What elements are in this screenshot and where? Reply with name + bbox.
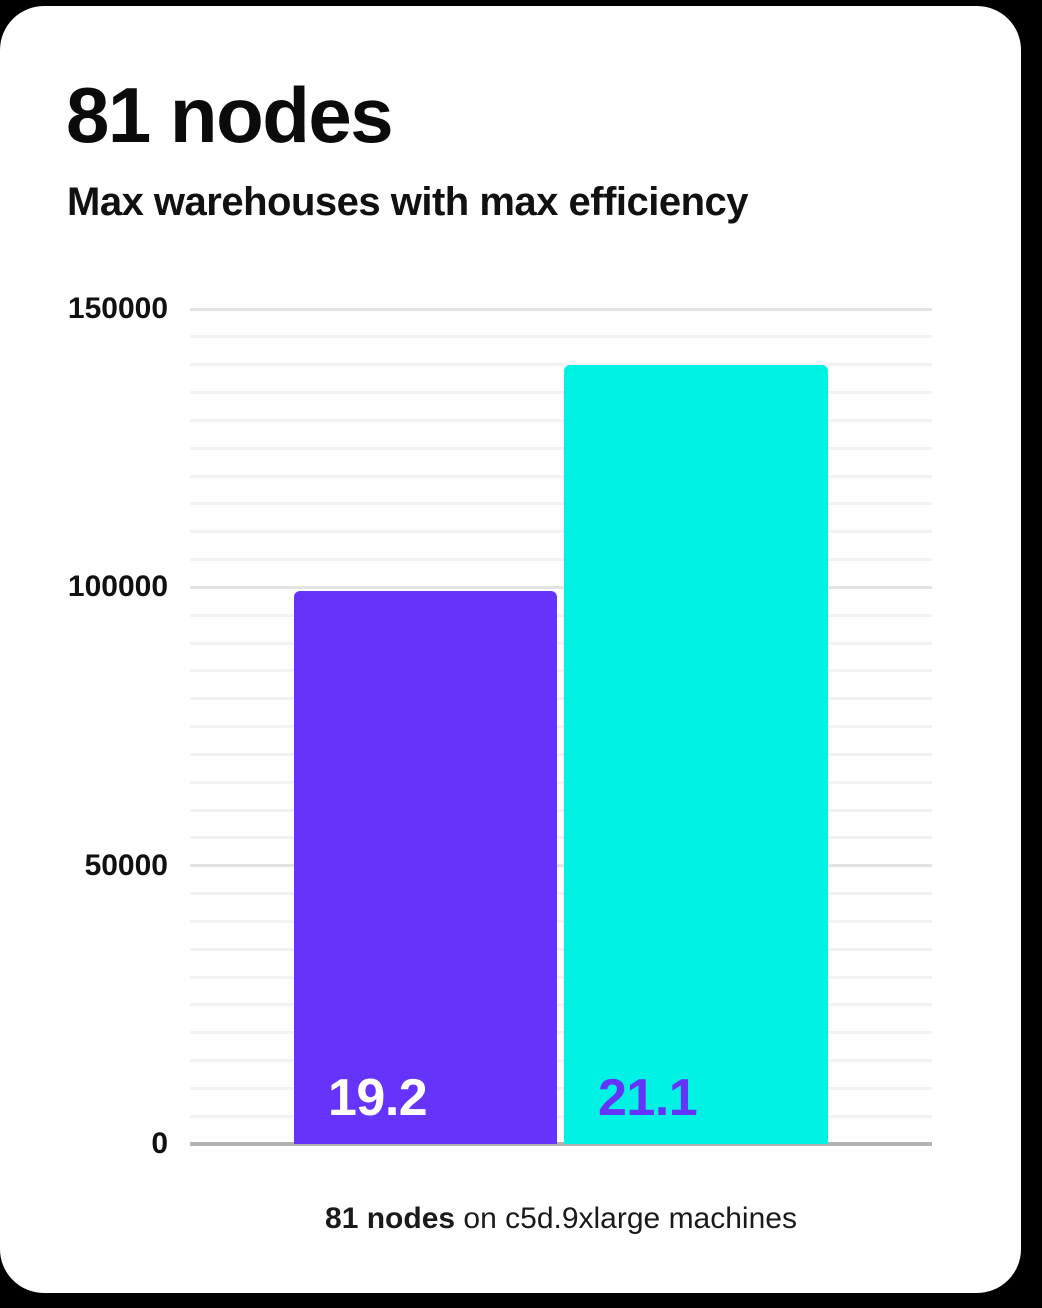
minor-gridline	[190, 697, 932, 701]
minor-gridline	[190, 474, 932, 478]
minor-gridline	[190, 1059, 932, 1062]
y-axis-tick-labels: 0 50000 100000 150000	[30, 6, 168, 1308]
y-tick-label: 0	[151, 1127, 168, 1160]
minor-gridline	[190, 1114, 932, 1118]
minor-gridline	[190, 725, 932, 728]
major-gridline	[190, 864, 932, 868]
y-tick-label: 50000	[84, 848, 168, 882]
minor-gridline	[190, 780, 932, 784]
minor-gridline	[190, 1086, 932, 1090]
minor-gridline	[190, 558, 932, 561]
major-gridline	[190, 307, 932, 311]
chart-card: 81 nodes Max warehouses with max efficie…	[0, 6, 1021, 1293]
minor-gridline	[190, 335, 932, 339]
minor-gridline	[190, 752, 932, 756]
minor-gridline	[190, 836, 932, 840]
major-gridline	[190, 585, 932, 589]
minor-gridline	[190, 947, 932, 951]
minor-gridline	[190, 975, 932, 979]
minor-gridline	[190, 919, 932, 923]
bar-19.2: 19.2	[294, 590, 557, 1144]
minor-gridline	[190, 391, 932, 394]
minor-gridline	[190, 1031, 932, 1035]
bar-value-label: 19.2	[328, 1069, 428, 1127]
minor-gridline	[190, 613, 932, 617]
chart-subtitle: Max warehouses with max efficiency	[67, 180, 749, 224]
caption-regular-text: on c5d.9xlarge machines	[455, 1202, 797, 1235]
x-axis-line	[190, 1142, 932, 1146]
chart-caption: 81 nodes on c5d.9xlarge machines	[190, 1202, 932, 1236]
bar-value-label: 21.1	[598, 1069, 698, 1127]
minor-gridline	[190, 669, 932, 673]
minor-gridline	[190, 530, 932, 534]
y-tick-label: 150000	[67, 292, 168, 325]
caption-bold-text: 81 nodes	[325, 1202, 456, 1235]
minor-gridline	[190, 1003, 932, 1007]
chart-title: 81 nodes	[66, 71, 394, 159]
minor-gridline	[190, 641, 932, 645]
minor-gridline	[190, 363, 932, 367]
minor-gridline	[190, 446, 932, 450]
y-tick-label: 100000	[67, 570, 168, 604]
plot-area: 19.2 21.1	[190, 307, 932, 1146]
bar-21.1: 21.1	[564, 364, 828, 1144]
minor-gridline	[190, 808, 932, 812]
minor-gridline	[190, 502, 932, 506]
minor-gridline	[190, 892, 932, 895]
minor-gridline	[190, 418, 932, 422]
